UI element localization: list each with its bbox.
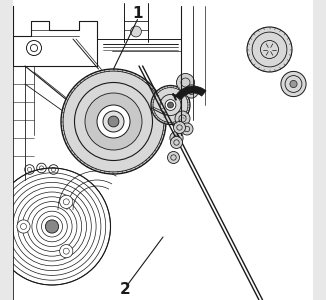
Circle shape — [281, 71, 306, 97]
Circle shape — [17, 220, 30, 233]
FancyBboxPatch shape — [13, 0, 313, 300]
Circle shape — [60, 195, 73, 208]
Circle shape — [45, 220, 59, 233]
Circle shape — [170, 131, 183, 145]
Circle shape — [151, 85, 190, 124]
Circle shape — [170, 136, 183, 148]
Polygon shape — [175, 86, 206, 100]
Text: 2: 2 — [120, 282, 131, 297]
Circle shape — [165, 100, 176, 110]
Circle shape — [61, 69, 166, 174]
Circle shape — [247, 27, 292, 72]
Circle shape — [168, 102, 173, 108]
Circle shape — [290, 80, 297, 88]
Circle shape — [85, 93, 142, 150]
Circle shape — [181, 123, 193, 135]
Circle shape — [103, 111, 124, 132]
Circle shape — [97, 105, 130, 138]
Circle shape — [131, 26, 141, 37]
Circle shape — [108, 116, 119, 127]
Circle shape — [175, 111, 190, 126]
Circle shape — [176, 74, 195, 92]
Circle shape — [60, 244, 73, 258]
Circle shape — [185, 85, 198, 98]
Circle shape — [173, 122, 185, 134]
Circle shape — [168, 152, 180, 164]
Text: 1: 1 — [132, 6, 143, 21]
